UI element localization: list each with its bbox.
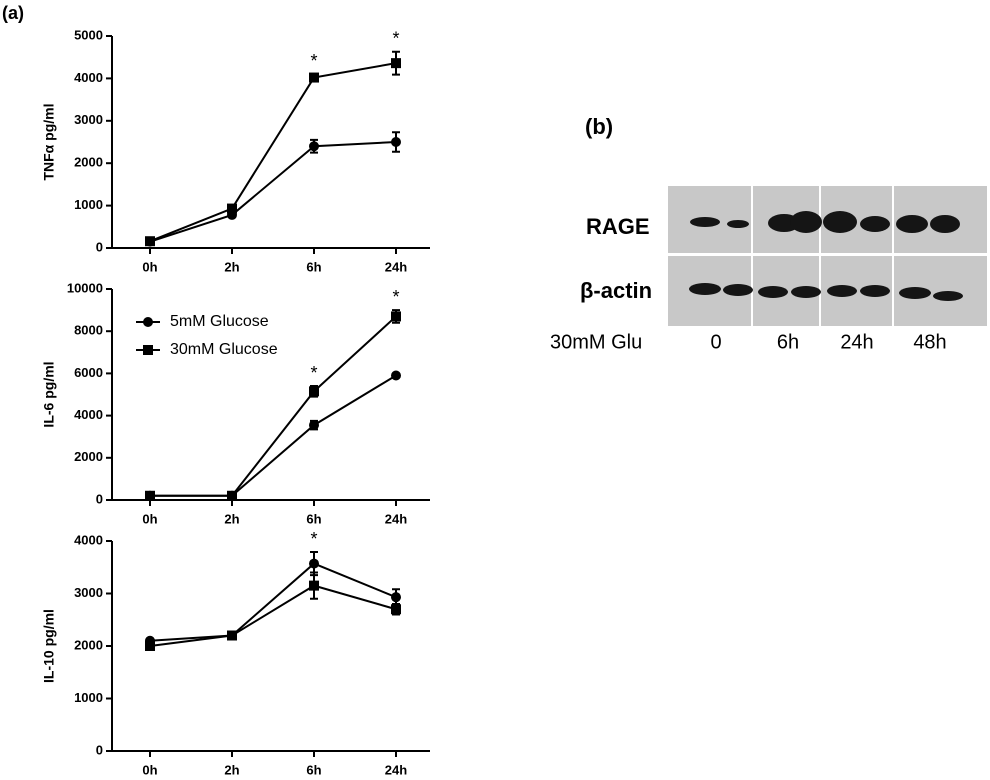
condition-label: 30mM Glu: [550, 331, 642, 353]
x-tick-label: 0h: [142, 762, 157, 777]
significance-mark: *: [310, 51, 317, 71]
legend-label: 30mM Glucose: [170, 341, 278, 358]
x-tick-label: 24h: [385, 511, 407, 526]
band: [689, 283, 721, 295]
x-tick-label: 2h: [224, 511, 239, 526]
blot-image: [668, 186, 987, 326]
x-tick-label: 24h: [385, 259, 407, 274]
band: [758, 286, 788, 298]
y-tick-label: 0: [96, 742, 103, 757]
significance-mark: *: [310, 529, 317, 549]
y-tick-label: 4000: [74, 532, 103, 547]
panel-label: (a): [2, 3, 24, 23]
y-axis-label: IL-10 pg/ml: [41, 609, 57, 683]
x-tick-label: 24h: [385, 762, 407, 777]
marker: [391, 370, 401, 381]
y-tick-label: 3000: [74, 585, 103, 600]
series-line: [149, 584, 397, 647]
series-line: [149, 562, 397, 642]
y-tick-label: 4000: [74, 407, 103, 422]
marker: [227, 490, 237, 501]
significance-mark: *: [392, 287, 399, 307]
band: [827, 285, 857, 297]
series-line: [149, 141, 397, 243]
x-tick-label: 6h: [306, 511, 321, 526]
x-tick-label: 2h: [224, 259, 239, 274]
y-tick-label: 4000: [74, 70, 103, 85]
y-tick-label: 3000: [74, 112, 103, 127]
band: [899, 287, 931, 299]
y-axis-label: IL-6 pg/ml: [41, 361, 57, 427]
y-tick-label: 6000: [74, 365, 103, 380]
y-tick-label: 2000: [74, 449, 103, 464]
marker: [145, 236, 155, 247]
x-tick-label: 6h: [306, 762, 321, 777]
y-tick-label: 10000: [67, 280, 103, 295]
marker: [145, 490, 155, 501]
y-tick-label: 2000: [74, 155, 103, 170]
row-label: β-actin: [580, 278, 652, 303]
significance-mark: *: [310, 363, 317, 383]
y-tick-label: 8000: [74, 323, 103, 338]
marker: [391, 311, 401, 322]
marker: [143, 317, 153, 327]
legend-label: 5mM Glucose: [170, 313, 269, 330]
marker: [309, 558, 319, 569]
marker: [309, 386, 319, 397]
marker: [391, 604, 401, 615]
series-line: [150, 315, 397, 497]
y-tick-label: 1000: [74, 197, 103, 212]
marker: [309, 580, 319, 591]
x-tick-label: 0h: [142, 259, 157, 274]
band: [723, 284, 753, 296]
significance-mark: *: [392, 28, 399, 48]
y-tick-label: 1000: [74, 690, 103, 705]
y-axis-label: TNFα pg/ml: [41, 103, 57, 180]
lane-label: 24h: [840, 331, 873, 353]
marker: [309, 141, 319, 152]
lane-label: 48h: [913, 331, 946, 353]
row-label: RAGE: [586, 214, 650, 239]
band: [860, 216, 890, 232]
band: [823, 211, 857, 233]
marker: [145, 641, 155, 651]
y-tick-label: 0: [96, 239, 103, 254]
marker: [391, 137, 401, 147]
lane-label: 6h: [777, 331, 799, 353]
band: [933, 291, 963, 301]
series-line: [149, 62, 397, 243]
y-tick-label: 2000: [74, 637, 103, 652]
marker: [391, 58, 401, 69]
lane-label: 0: [710, 331, 721, 353]
x-tick-label: 0h: [142, 511, 157, 526]
marker: [309, 420, 319, 431]
panel-label: (b): [585, 114, 613, 139]
band: [790, 211, 822, 233]
y-tick-label: 5000: [74, 27, 103, 42]
y-tick-label: 0: [96, 491, 103, 506]
marker: [227, 630, 237, 641]
band: [727, 220, 749, 228]
band: [860, 285, 890, 297]
band: [791, 286, 821, 298]
x-tick-label: 2h: [224, 762, 239, 777]
series-line: [150, 374, 397, 497]
band: [690, 217, 720, 227]
marker: [309, 72, 319, 83]
x-tick-label: 6h: [306, 259, 321, 274]
band: [896, 215, 928, 233]
marker: [143, 345, 153, 355]
marker: [391, 592, 401, 603]
marker: [227, 203, 237, 214]
band: [930, 215, 960, 233]
